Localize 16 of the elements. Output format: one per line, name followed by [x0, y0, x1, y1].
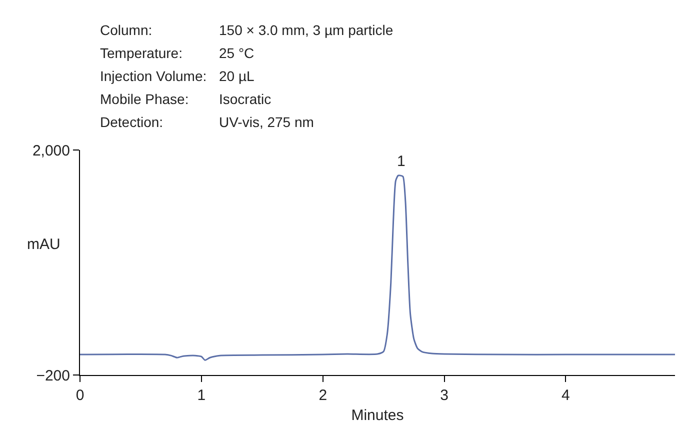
x-tick-label: 1 [197, 387, 206, 404]
text: Detection: UV-vis, 275 nm [100, 114, 314, 130]
annotation: 1 [397, 153, 406, 170]
y-tick-label: 2,000 [32, 142, 70, 160]
text: Injection Volume: 20 µL [100, 68, 255, 84]
x-axis-title: Minutes [351, 407, 404, 424]
text: Column: 150 × 3.0 mm, 3 µm particle [100, 22, 394, 38]
y-axis-title: mAU [27, 236, 60, 253]
x-tick-label: 0 [76, 387, 84, 404]
x-tick-label: 4 [562, 387, 570, 404]
y-tick-label: −200 [36, 367, 70, 384]
x-tick-label: 3 [440, 387, 448, 404]
line-series [80, 174, 675, 361]
x-tick-label: 2 [318, 387, 328, 404]
text: Temperature: 25 °C [100, 45, 254, 61]
text: Mobile Phase: Isocratic [100, 91, 272, 107]
